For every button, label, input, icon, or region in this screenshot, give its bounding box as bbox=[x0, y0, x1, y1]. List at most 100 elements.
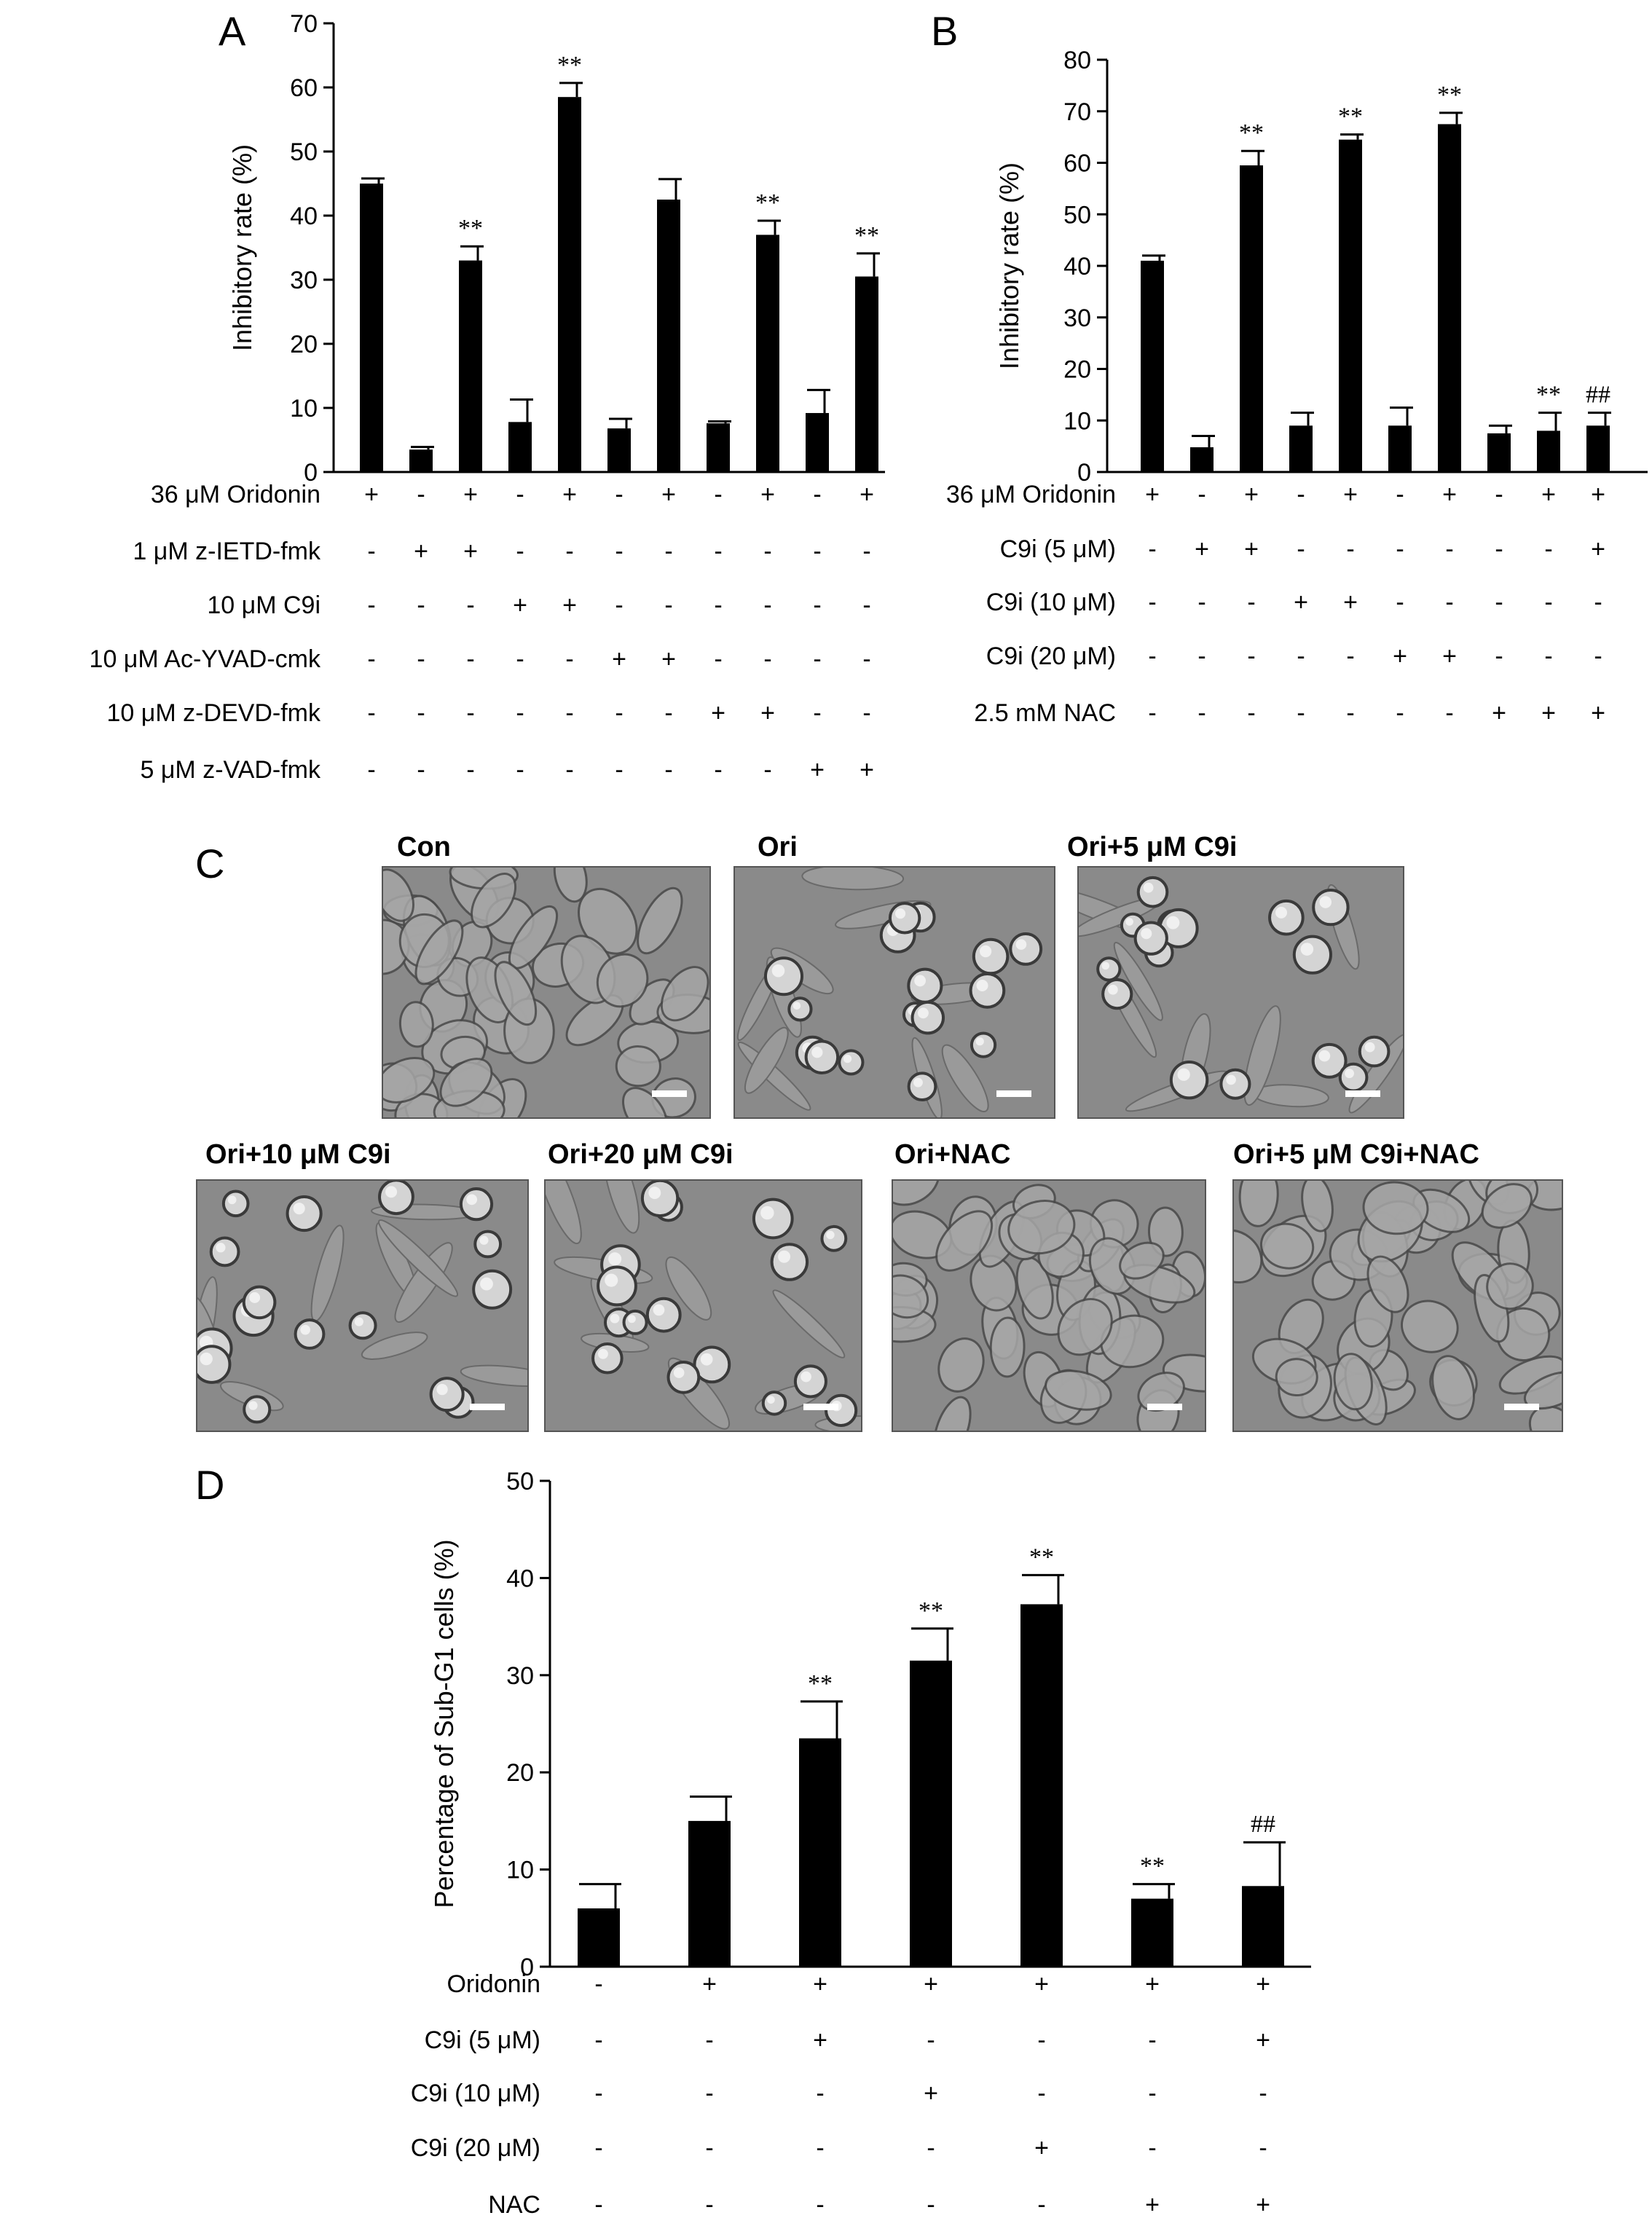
condition-sign: - bbox=[763, 756, 771, 784]
cell-highlight bbox=[979, 945, 992, 958]
condition-sign: + bbox=[702, 1970, 717, 1998]
cell bbox=[1333, 1353, 1373, 1411]
scale-bar bbox=[1147, 1404, 1182, 1410]
rounded-cell bbox=[243, 1395, 272, 1424]
rounded-cell bbox=[1358, 1035, 1391, 1068]
y-tick-label: 30 bbox=[506, 1662, 534, 1690]
condition-sign: - bbox=[1297, 699, 1305, 727]
panel-letter-d: D bbox=[195, 1462, 224, 1508]
cell bbox=[622, 1087, 668, 1118]
condition-label: C9i (20 μM) bbox=[986, 642, 1116, 670]
condition-sign: - bbox=[813, 538, 821, 565]
cell-highlight bbox=[767, 1396, 775, 1404]
significance-mark: ** bbox=[1536, 382, 1561, 409]
condition-label: 10 μM z-DEVD-fmk bbox=[107, 699, 321, 727]
condition-sign: + bbox=[612, 645, 626, 673]
y-tick-label: 40 bbox=[1063, 253, 1091, 280]
condition-sign: - bbox=[714, 481, 722, 508]
condition-sign: - bbox=[516, 699, 524, 727]
bar bbox=[1537, 430, 1560, 472]
flat-cell bbox=[665, 1256, 712, 1321]
cell bbox=[382, 868, 414, 922]
rounded-cell bbox=[1133, 921, 1168, 956]
cell-highlight bbox=[1177, 1068, 1190, 1081]
y-tick-label: 30 bbox=[1063, 304, 1091, 332]
cell-highlight bbox=[608, 1252, 622, 1266]
y-tick-label: 20 bbox=[506, 1759, 534, 1787]
cell-highlight bbox=[771, 964, 785, 978]
cell bbox=[1057, 1297, 1113, 1356]
condition-sign: - bbox=[367, 591, 375, 619]
cell-highlight bbox=[436, 1383, 448, 1396]
micrograph-image bbox=[892, 1180, 1205, 1431]
cell bbox=[660, 966, 709, 1022]
flat-cell bbox=[361, 1332, 428, 1360]
rounded-cell bbox=[640, 1180, 680, 1218]
y-tick-label: 0 bbox=[1077, 459, 1091, 487]
condition-sign: + bbox=[513, 591, 527, 619]
cell bbox=[439, 1058, 493, 1107]
condition-label: 5 μM z-VAD-fmk bbox=[140, 756, 321, 784]
micrograph-label: Ori bbox=[758, 832, 798, 862]
bar bbox=[1141, 260, 1164, 472]
y-tick-label: 30 bbox=[290, 267, 318, 294]
cell-highlight bbox=[700, 1353, 713, 1366]
condition-sign: - bbox=[816, 2134, 824, 2162]
y-tick-label: 10 bbox=[1063, 407, 1091, 435]
condition-sign: - bbox=[1197, 589, 1205, 616]
cell bbox=[1366, 1255, 1409, 1313]
condition-label: 10 μM C9i bbox=[207, 591, 320, 619]
condition-sign: - bbox=[705, 2026, 713, 2054]
condition-sign: - bbox=[367, 699, 375, 727]
cell-highlight bbox=[1101, 961, 1110, 970]
condition-sign: - bbox=[664, 591, 672, 619]
micrograph-image bbox=[545, 1180, 862, 1431]
y-tick-label: 50 bbox=[1063, 201, 1091, 229]
condition-sign: - bbox=[565, 645, 573, 673]
flat-cell bbox=[1113, 942, 1163, 1021]
condition-sign: - bbox=[594, 1970, 602, 1998]
panel-letter-b: B bbox=[931, 8, 958, 54]
cell-highlight bbox=[1141, 928, 1152, 940]
significance-mark: ** bbox=[1437, 82, 1462, 109]
condition-sign: + bbox=[924, 1970, 938, 1998]
bar bbox=[756, 235, 779, 472]
micrograph-frame bbox=[544, 1179, 862, 1432]
cell bbox=[1528, 1405, 1562, 1431]
condition-sign: - bbox=[1544, 589, 1552, 616]
condition-sign: - bbox=[466, 699, 474, 727]
rounded-cell bbox=[1009, 932, 1043, 966]
condition-sign: + bbox=[1591, 699, 1605, 727]
micrograph-image bbox=[1233, 1180, 1562, 1431]
cell-highlight bbox=[248, 1401, 258, 1410]
condition-sign: - bbox=[466, 591, 474, 619]
condition-sign: - bbox=[1396, 535, 1404, 563]
cell bbox=[935, 1210, 994, 1272]
micrograph-frame bbox=[1232, 1179, 1563, 1432]
bar bbox=[707, 423, 730, 472]
bar bbox=[1240, 165, 1263, 472]
condition-label: NAC bbox=[488, 2191, 540, 2219]
condition-sign: - bbox=[466, 756, 474, 784]
significance-mark: ** bbox=[1239, 119, 1264, 146]
condition-sign: - bbox=[516, 538, 524, 565]
y-tick-label: 70 bbox=[1063, 98, 1091, 126]
condition-sign: + bbox=[1244, 481, 1259, 508]
rounded-cell bbox=[286, 1195, 323, 1232]
condition-sign: - bbox=[1495, 642, 1503, 670]
cell-highlight bbox=[917, 1007, 929, 1019]
condition-sign: - bbox=[1148, 2080, 1156, 2107]
condition-sign: + bbox=[1145, 481, 1160, 508]
condition-sign: + bbox=[813, 2026, 827, 2054]
condition-sign: - bbox=[862, 699, 870, 727]
cell-highlight bbox=[653, 1304, 665, 1316]
micrograph-label: Ori+10 μM C9i bbox=[205, 1139, 391, 1170]
condition-sign: - bbox=[1197, 642, 1205, 670]
condition-sign: - bbox=[813, 645, 821, 673]
rounded-cell bbox=[472, 1269, 513, 1310]
condition-sign: - bbox=[862, 591, 870, 619]
cell-highlight bbox=[975, 1037, 984, 1046]
condition-sign: - bbox=[1346, 699, 1354, 727]
rounded-cell bbox=[221, 1189, 250, 1218]
condition-sign: + bbox=[810, 756, 825, 784]
